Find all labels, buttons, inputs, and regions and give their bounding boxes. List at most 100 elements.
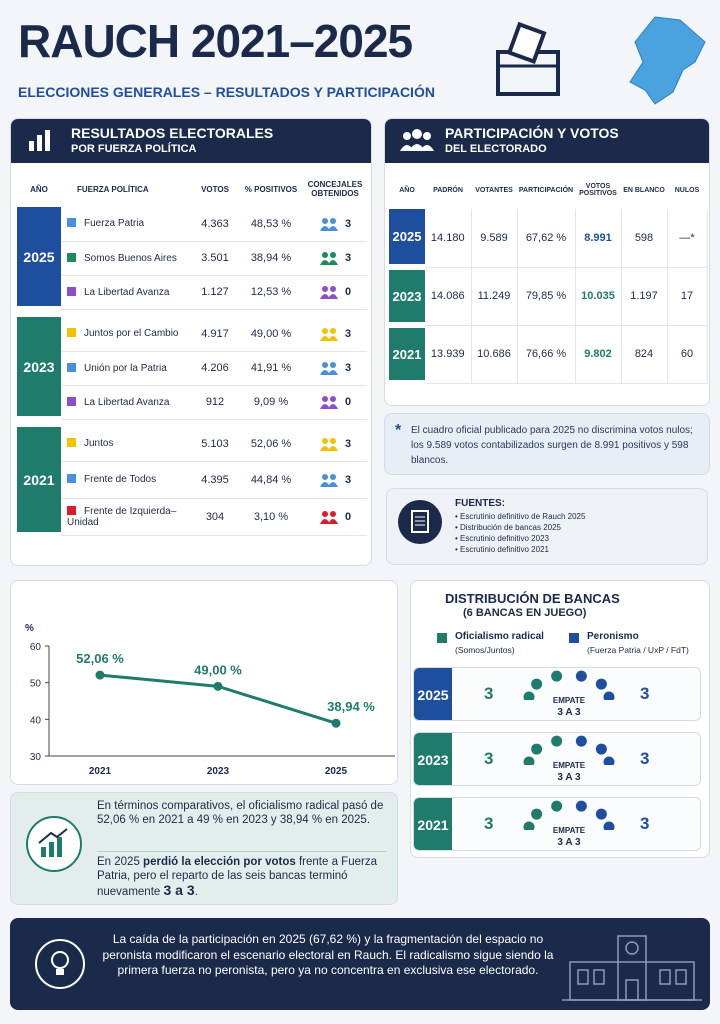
seat-icon xyxy=(319,396,338,409)
commentary-segment: . xyxy=(194,886,198,898)
icon-part xyxy=(319,481,330,487)
seats-cell: 3 xyxy=(303,351,367,386)
icon-part xyxy=(327,370,338,375)
participation-header: PARTICIPACIÓN Y VOTOS DEL ELECTORADO xyxy=(385,119,709,163)
participation-cell: 17 xyxy=(667,267,708,326)
seat-icon xyxy=(319,217,338,231)
footer: La caída de la participación en 2025 (67… xyxy=(10,918,710,1010)
column-header: VOTOS xyxy=(201,184,229,194)
icon-part xyxy=(321,286,328,292)
icon-part xyxy=(319,260,330,265)
data-label: 49,00 % xyxy=(194,662,242,677)
party-name: Juntos xyxy=(84,438,114,450)
party-swatch xyxy=(67,474,76,483)
result-label: EMPATE xyxy=(552,696,586,705)
icon-part xyxy=(327,445,338,451)
seats-count: 0 xyxy=(344,395,352,408)
year-cell: 2021 xyxy=(414,798,452,850)
commentary-paragraph: En 2025 perdió la elección por votos fre… xyxy=(97,851,387,899)
data-label: 52,06 % xyxy=(76,651,124,666)
icon-part xyxy=(319,518,330,524)
party-name: La Libertad Avanza xyxy=(84,286,170,298)
source-item: • Escrutinio definitivo 2023 xyxy=(455,534,549,543)
participation-subtitle: DEL ELECTORADO xyxy=(445,143,547,155)
result-label: EMPATE xyxy=(552,826,586,835)
column-header: VOTANTES xyxy=(475,186,513,194)
seat-dot xyxy=(595,678,607,690)
party-cell: La Libertad Avanza xyxy=(61,275,191,310)
data-point xyxy=(95,670,105,680)
score-label: 3 A 3 xyxy=(557,837,581,848)
x-tick-label: 2023 xyxy=(207,766,230,777)
percent-cell: 38,94 % xyxy=(239,241,303,276)
votes-cell: 3.501 xyxy=(191,241,239,276)
party-swatch xyxy=(67,396,76,406)
data-label: 38,94 % xyxy=(327,699,375,714)
seat-dot xyxy=(551,670,563,682)
score-label: 3 A 3 xyxy=(557,772,581,783)
results-panel: RESULTADOS ELECTORALES POR FUERZA POLÍTI… xyxy=(10,118,372,566)
chart-icon xyxy=(29,130,50,151)
seats-cell: 0 xyxy=(303,275,367,310)
seats-count: 3 xyxy=(344,473,352,486)
seats-cell: 3 xyxy=(303,427,367,462)
icon-part xyxy=(329,396,336,402)
percent-cell: 9,09 % xyxy=(239,385,303,420)
score-label: 3 A 3 xyxy=(557,707,581,718)
result-row: Unión por la Patria 4.206 41,91 % 3 xyxy=(17,351,367,386)
seat-dots xyxy=(523,800,615,830)
participation-cell: 11.249 xyxy=(471,267,518,326)
y-tick-label: 60 xyxy=(30,642,42,653)
y-tick-label: 40 xyxy=(30,715,42,726)
icon-part xyxy=(321,510,328,517)
note-text: El cuadro oficial publicado para 2025 no… xyxy=(411,425,693,466)
y-tick-label: 30 xyxy=(30,752,42,763)
icon-part xyxy=(327,335,338,341)
icon-part xyxy=(319,225,330,231)
icon-part xyxy=(321,437,328,444)
party-name: Frente de Todos xyxy=(84,474,157,485)
votes-cell: 4.363 xyxy=(191,207,239,242)
commentary-segment: perdió la elección por votos xyxy=(143,856,296,868)
party-name: Juntos por el Cambio xyxy=(84,328,179,340)
icon-part xyxy=(327,404,338,409)
legend-swatch xyxy=(569,633,579,643)
growth-icon xyxy=(26,816,82,872)
icon-part xyxy=(319,404,330,409)
seat-dot xyxy=(603,821,615,830)
percent-cell: 44,84 % xyxy=(239,461,303,499)
source-item: • Distribución de bancas 2025 xyxy=(455,523,561,532)
data-point xyxy=(213,681,223,691)
year-cell: 2023 xyxy=(17,317,61,422)
seat-row: 2025 3 3 EMPATE 3 A 3 xyxy=(413,667,701,721)
seat-dot xyxy=(595,808,607,820)
seat-dot xyxy=(523,821,535,830)
peronism-count: 3 xyxy=(640,814,650,833)
icon-part xyxy=(327,260,338,265)
seat-dot xyxy=(575,670,587,682)
spacer-cell xyxy=(17,309,367,317)
seat-dot xyxy=(551,735,563,747)
page-title: RAUCH 2021–2025 xyxy=(18,15,413,67)
data-point xyxy=(331,718,341,728)
icon-part xyxy=(329,473,336,480)
spacer-cell xyxy=(17,419,367,427)
legend-label: Oficialismo radical xyxy=(455,631,544,642)
peronism-count: 3 xyxy=(640,749,650,768)
sources-box: FUENTES: • Escrutinio definitivo de Rauc… xyxy=(386,488,708,565)
commentary-segment: 3 a 3 xyxy=(163,882,195,898)
party-name: Frente de Izquierda–Unidad xyxy=(67,505,177,528)
party-name: Somos Buenos Aires xyxy=(84,252,177,264)
party-swatch xyxy=(67,286,76,296)
seat-icon xyxy=(319,362,338,375)
column-header: PADRÓN xyxy=(433,186,463,194)
icon-part xyxy=(329,217,336,224)
spacer-cell xyxy=(17,535,367,543)
percent-cell: 52,06 % xyxy=(239,427,303,462)
icon-part xyxy=(327,225,338,231)
seat-dot xyxy=(531,678,543,690)
icon-part xyxy=(327,481,338,487)
participation-panel: PARTICIPACIÓN Y VOTOS DEL ELECTORADO AÑO… xyxy=(384,118,710,406)
participation-cell: 14.180 xyxy=(425,209,472,268)
